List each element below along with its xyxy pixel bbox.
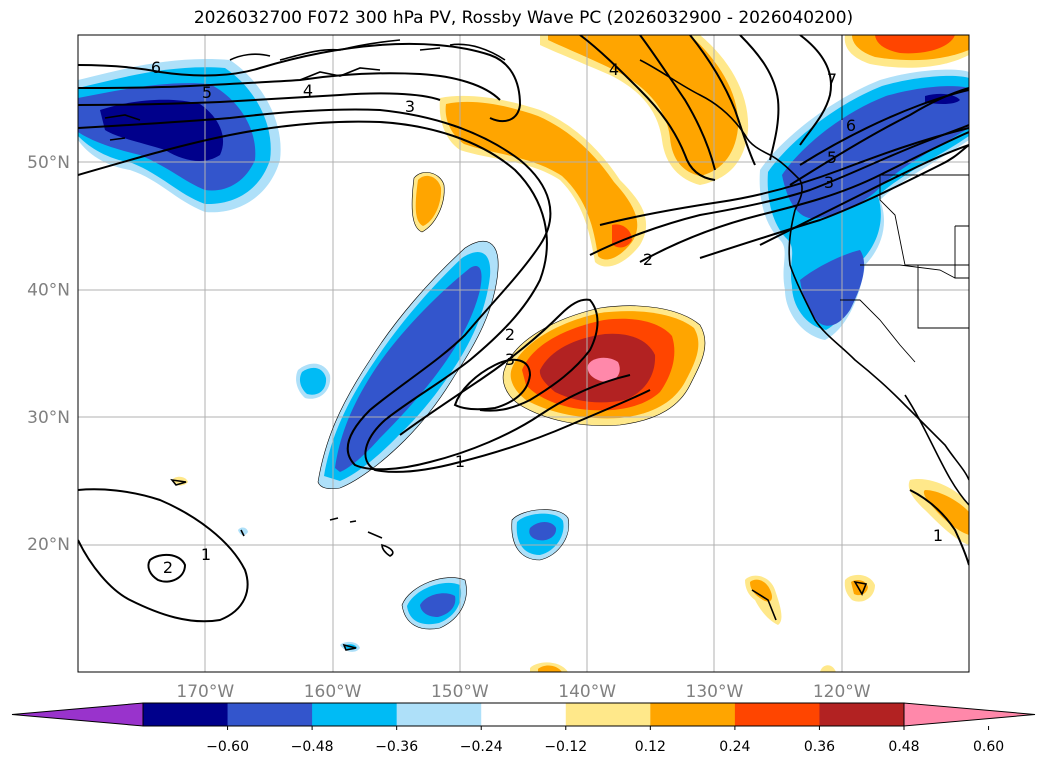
contour-label-12: 1 (455, 452, 465, 471)
contour-label-13: 1 (201, 545, 211, 564)
colorbar-label-2: −0.36 (375, 739, 418, 755)
colorbar-label-7: 0.36 (804, 739, 835, 755)
colorbar-label-6: 0.24 (719, 739, 750, 755)
colorbar-label-9: 0.60 (973, 739, 1004, 755)
contour-label-5: 7 (827, 70, 837, 89)
colorbar-label-1: −0.48 (291, 739, 334, 755)
contour-label-4: 4 (609, 60, 619, 79)
colorbar-segment-3 (396, 703, 482, 726)
lon-label-0: 170°W (176, 682, 234, 702)
contour-label-14: 2 (163, 558, 173, 577)
lat-label-2: 30°N (27, 408, 70, 428)
colorbar-outline (142, 702, 905, 727)
political-borders (840, 35, 969, 363)
contour-label-11: 3 (505, 350, 515, 369)
lon-label-4: 130°W (686, 682, 744, 702)
lon-label-1: 160°W (304, 682, 362, 702)
contour-label-7: 5 (827, 148, 837, 167)
contour-label-6: 6 (846, 116, 856, 135)
pv-contours (78, 35, 969, 623)
colorbar-segment-2 (312, 703, 398, 726)
colorbar-label-3: −0.24 (460, 739, 503, 755)
contour-label-15: 1 (933, 526, 943, 545)
contour-label-0: 6 (151, 58, 161, 77)
colorbar-segment-5 (565, 703, 651, 726)
map-frame (77, 34, 970, 673)
colorbar-label-5: 0.12 (635, 739, 666, 755)
coastlines (104, 39, 969, 651)
lat-label-3: 20°N (27, 535, 70, 555)
colorbar: −0.60 −0.48 −0.36 −0.24 −0.12 0.12 0.24 0.36 0.4… (11, 702, 1036, 755)
contour-label-3: 3 (405, 97, 415, 116)
lon-label-3: 140°W (558, 682, 616, 702)
colorbar-segment-0 (143, 703, 229, 726)
contour-label-1: 5 (202, 83, 212, 102)
colorbar-segment-7 (734, 703, 820, 726)
colorbar-segment-6 (650, 703, 736, 726)
lat-label-0: 50°N (27, 153, 70, 173)
chart-title: 2026032700 F072 300 hPa PV, Rossby Wave … (193, 8, 854, 28)
latitude-labels: 50°N 40°N 30°N 20°N (27, 153, 70, 555)
contour-label-9: 2 (643, 250, 653, 269)
longitude-labels: 170°W 160°W 150°W 140°W 130°W 120°W (176, 682, 870, 702)
colorbar-segment-1 (227, 703, 313, 726)
colorbar-label-8: 0.48 (888, 739, 919, 755)
contour-label-8: 3 (824, 173, 834, 192)
colorbar-extend-low (11, 702, 144, 727)
colorbar-extend-high (903, 702, 1036, 727)
contour-label-2: 4 (303, 81, 313, 100)
colorbar-label-0: −0.60 (206, 739, 249, 755)
lat-label-1: 40°N (27, 280, 70, 300)
colorbar-segment-4 (481, 703, 567, 726)
colorbar-segment-8 (819, 703, 905, 726)
colorbar-label-4: −0.12 (544, 739, 587, 755)
lon-label-5: 120°W (813, 682, 871, 702)
shaded-field (78, 35, 969, 672)
contour-label-10: 2 (505, 325, 515, 344)
lon-label-2: 150°W (431, 682, 489, 702)
anomaly-outlines (317, 172, 706, 630)
